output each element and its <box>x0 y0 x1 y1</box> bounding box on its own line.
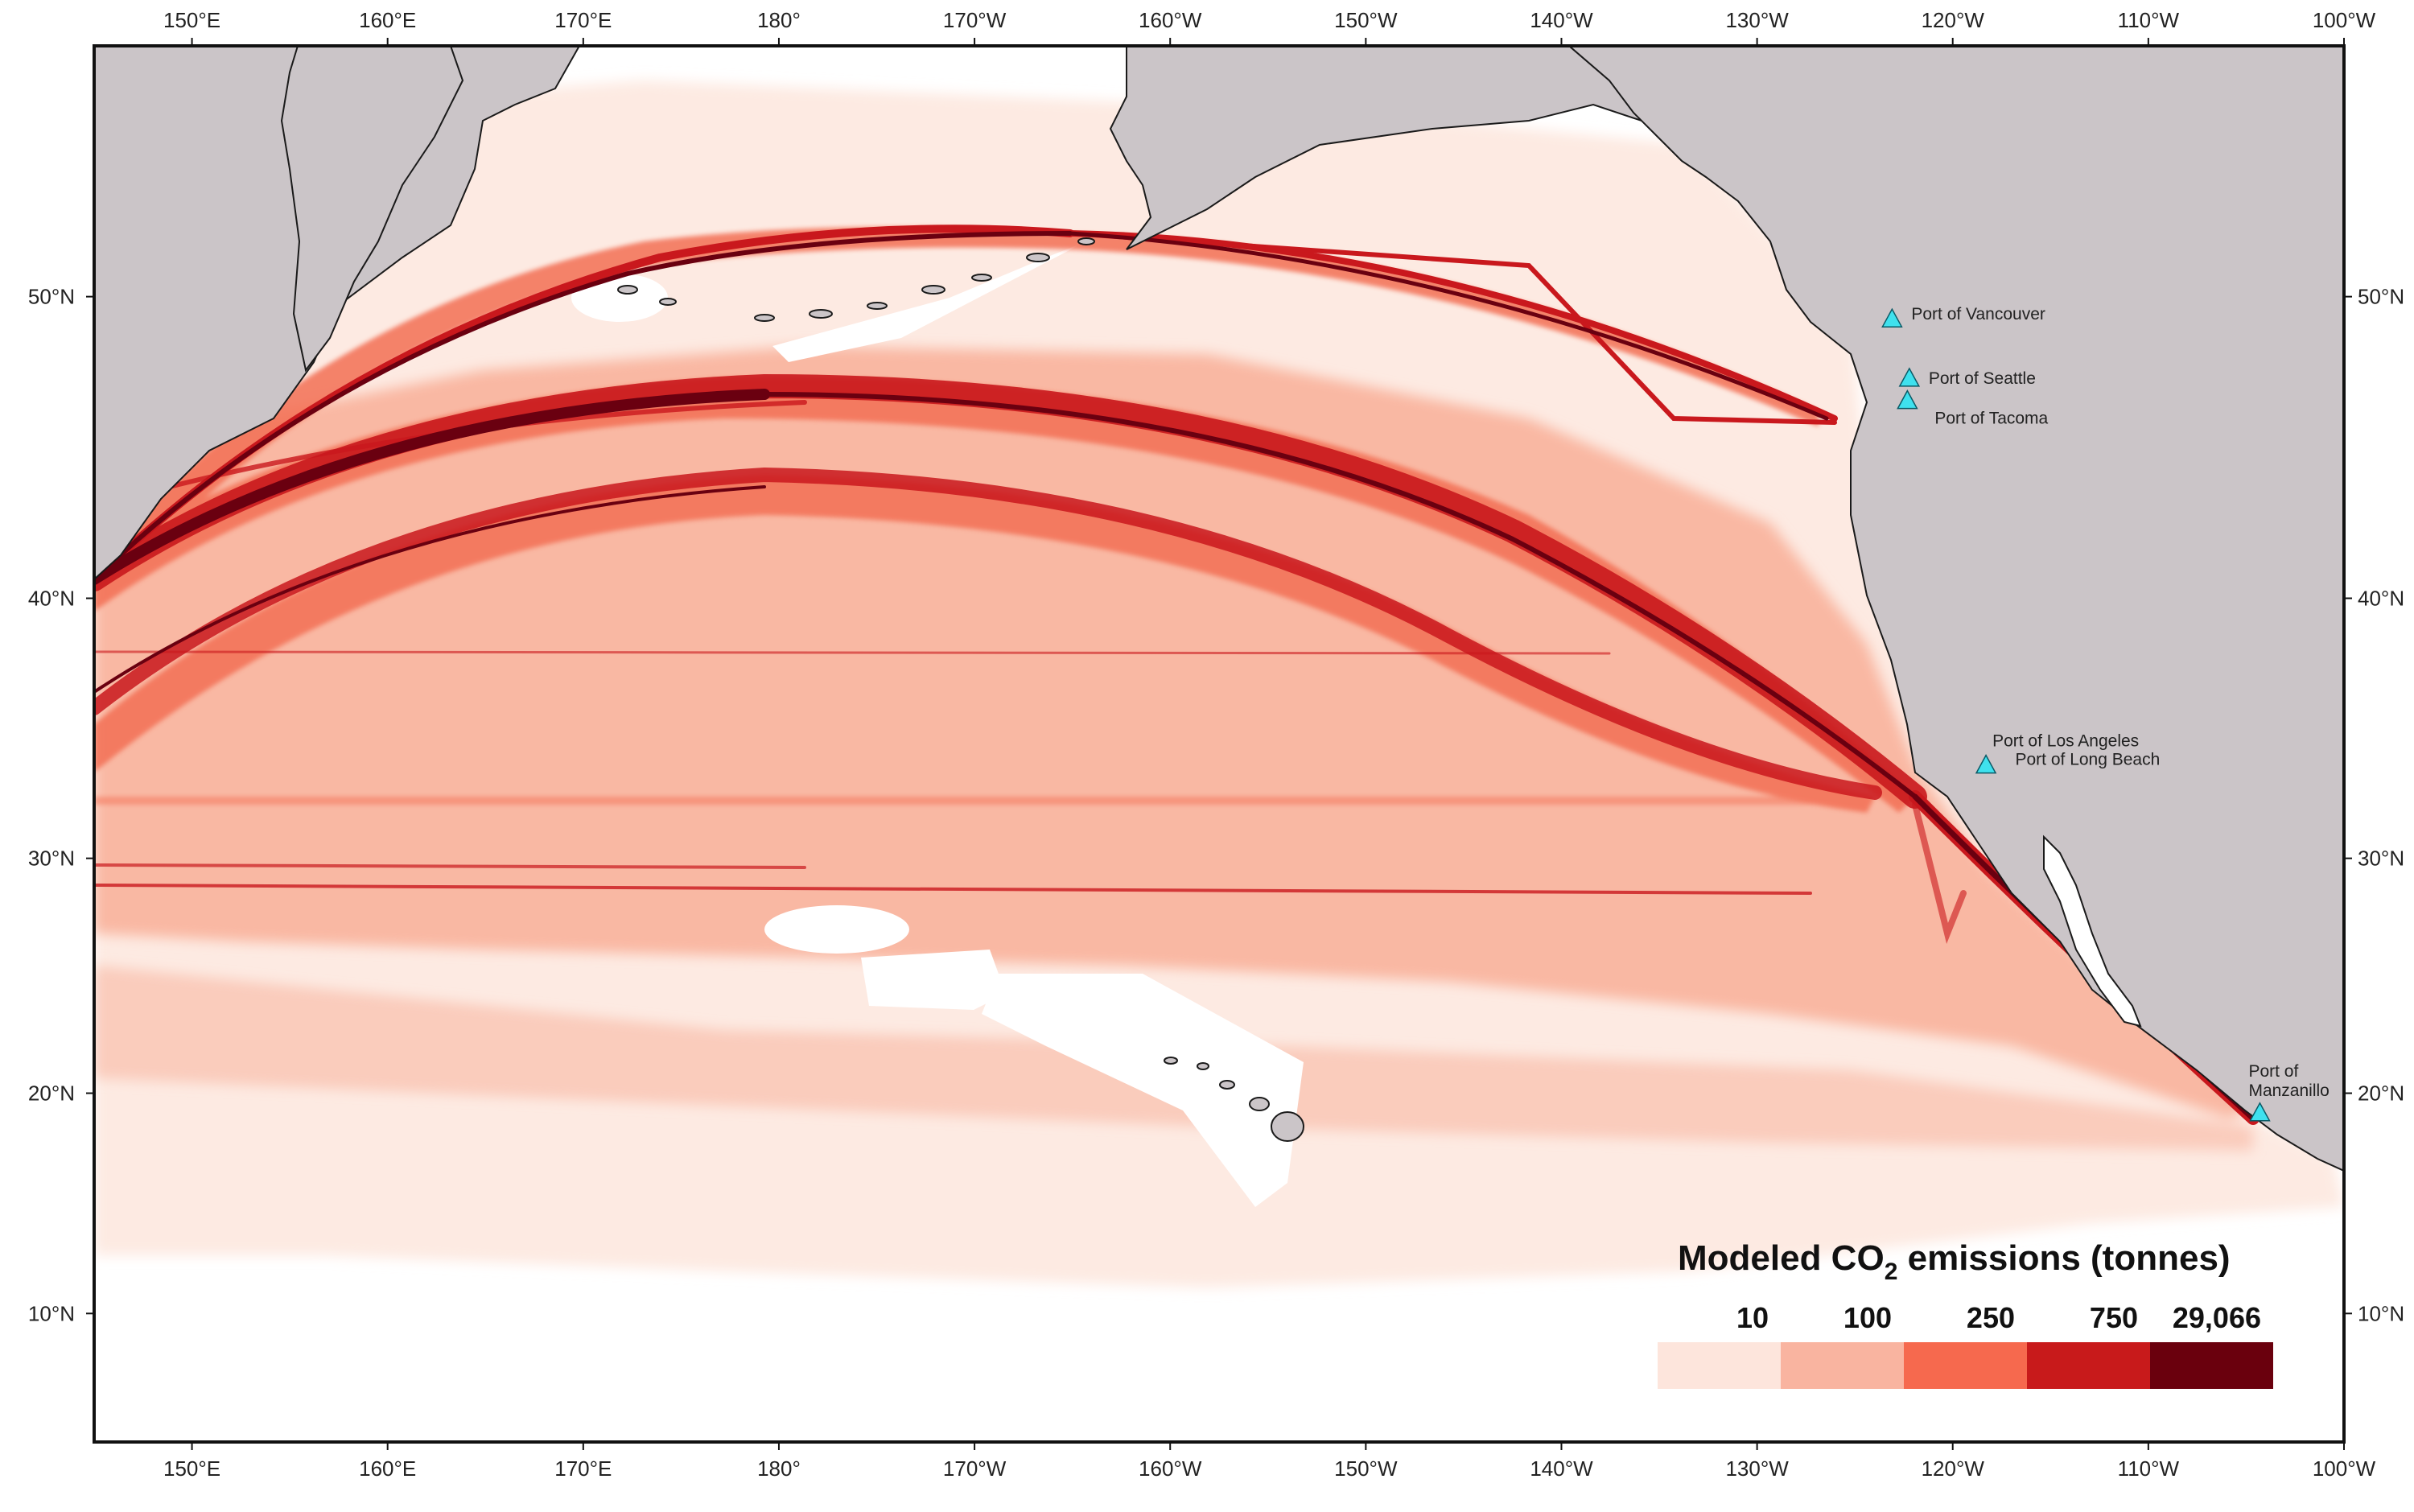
landmass-asia <box>94 46 581 581</box>
port-marker[interactable] <box>1898 367 1921 387</box>
right-tick-label: 30°N <box>2358 847 2404 871</box>
left-tick-label: 50°N <box>28 285 75 309</box>
top-tick-label: 130°W <box>1725 8 1789 32</box>
legend-swatch <box>1781 1342 1904 1389</box>
ports: Port of Vancouver Port of Seattle Port of … <box>1881 305 2330 1122</box>
port-marker[interactable] <box>1881 307 1903 328</box>
bottom-tick-label: 170°W <box>943 1456 1007 1481</box>
right-tick-label: 40°N <box>2358 587 2404 611</box>
port-label: Port of <box>2248 1062 2298 1081</box>
legend-swatch <box>1904 1342 2027 1389</box>
top-tick-label: 170°E <box>554 8 612 32</box>
top-tick-label: 180° <box>757 8 801 32</box>
no-shipping-areas <box>571 241 1304 1207</box>
bottom-tick-label: 130°W <box>1725 1456 1789 1481</box>
emission-density-high <box>94 225 2260 1125</box>
top-tick-label: 170°W <box>943 8 1007 32</box>
right-tick-label: 50°N <box>2358 285 2404 309</box>
port-label: Port of Seattle <box>1929 369 2036 388</box>
top-tick-label: 100°W <box>2313 8 2376 32</box>
legend-bin-label: 750 <box>2090 1301 2138 1334</box>
legend-title: Modeled CO2 emissions (tonnes) <box>1678 1238 2231 1285</box>
port-label: Port of Tacoma <box>1934 410 2048 428</box>
right-tick-label: 10°N <box>2358 1301 2404 1325</box>
port-marker[interactable] <box>2249 1102 2271 1122</box>
land <box>94 46 2344 1172</box>
bottom-tick-label: 180° <box>757 1456 801 1481</box>
port-label: Port of Vancouver <box>1911 305 2045 323</box>
left-tick-label: 10°N <box>28 1301 75 1325</box>
landmass-kamchatka <box>280 46 464 373</box>
bottom-tick-label: 160°W <box>1139 1456 1202 1481</box>
port-label-line2: Manzanillo <box>2248 1081 2329 1100</box>
landmass-north-america <box>1567 46 2344 1172</box>
bottom-tick-label: 140°W <box>1530 1456 1593 1481</box>
top-tick-label: 160°W <box>1139 8 1202 32</box>
port-label: Port of Long Beach <box>2016 750 2161 768</box>
top-tick-label: 150°E <box>163 8 220 32</box>
map-frame <box>93 44 2346 1444</box>
top-tick-label: 120°W <box>1922 8 1985 32</box>
port-marker[interactable] <box>1975 754 1997 774</box>
top-tick-label: 160°E <box>359 8 416 32</box>
landmass-baja <box>2043 834 2142 1028</box>
bottom-tick-label: 100°W <box>2313 1456 2376 1481</box>
hawaiian-islands <box>1164 1057 1304 1142</box>
bottom-tick-label: 150°W <box>1334 1456 1398 1481</box>
aleutian-islands <box>617 237 1095 322</box>
left-tick-label: 20°N <box>28 1081 75 1106</box>
legend-swatch <box>1658 1342 1781 1389</box>
legend-bin-label: 250 <box>1967 1301 2015 1334</box>
legend-bin-label: 100 <box>1843 1301 1892 1334</box>
legend-bin-label: 29,066 <box>2173 1301 2261 1334</box>
right-tick-label: 20°N <box>2358 1081 2404 1106</box>
top-tick-label: 140°W <box>1530 8 1593 32</box>
bottom-tick-label: 160°E <box>359 1456 416 1481</box>
bottom-tick-label: 110°W <box>2118 1456 2180 1481</box>
map-area <box>94 46 2344 1442</box>
left-tick-label: 40°N <box>28 587 75 611</box>
axis-ticks: 150°E 160°E 170°E 180° 170°W 160°W 150°W 140°W 1… <box>28 8 2404 1481</box>
top-tick-label: 150°W <box>1334 8 1398 32</box>
bottom-tick-label: 150°E <box>163 1456 220 1481</box>
legend-bin-label: 10 <box>1736 1301 1769 1334</box>
port-marker[interactable] <box>1897 389 1918 410</box>
top-tick-label: 110°W <box>2118 8 2180 32</box>
legend-swatch <box>2150 1342 2273 1389</box>
legend: Modeled CO2 emissions (tonnes) 10 100 250 75… <box>1658 1238 2273 1389</box>
left-tick-label: 30°N <box>28 847 75 871</box>
bottom-tick-label: 120°W <box>1922 1456 1985 1481</box>
port-label: Port of Los Angeles <box>1992 732 2139 751</box>
legend-swatch <box>2027 1342 2150 1389</box>
bottom-tick-label: 170°E <box>554 1456 612 1481</box>
